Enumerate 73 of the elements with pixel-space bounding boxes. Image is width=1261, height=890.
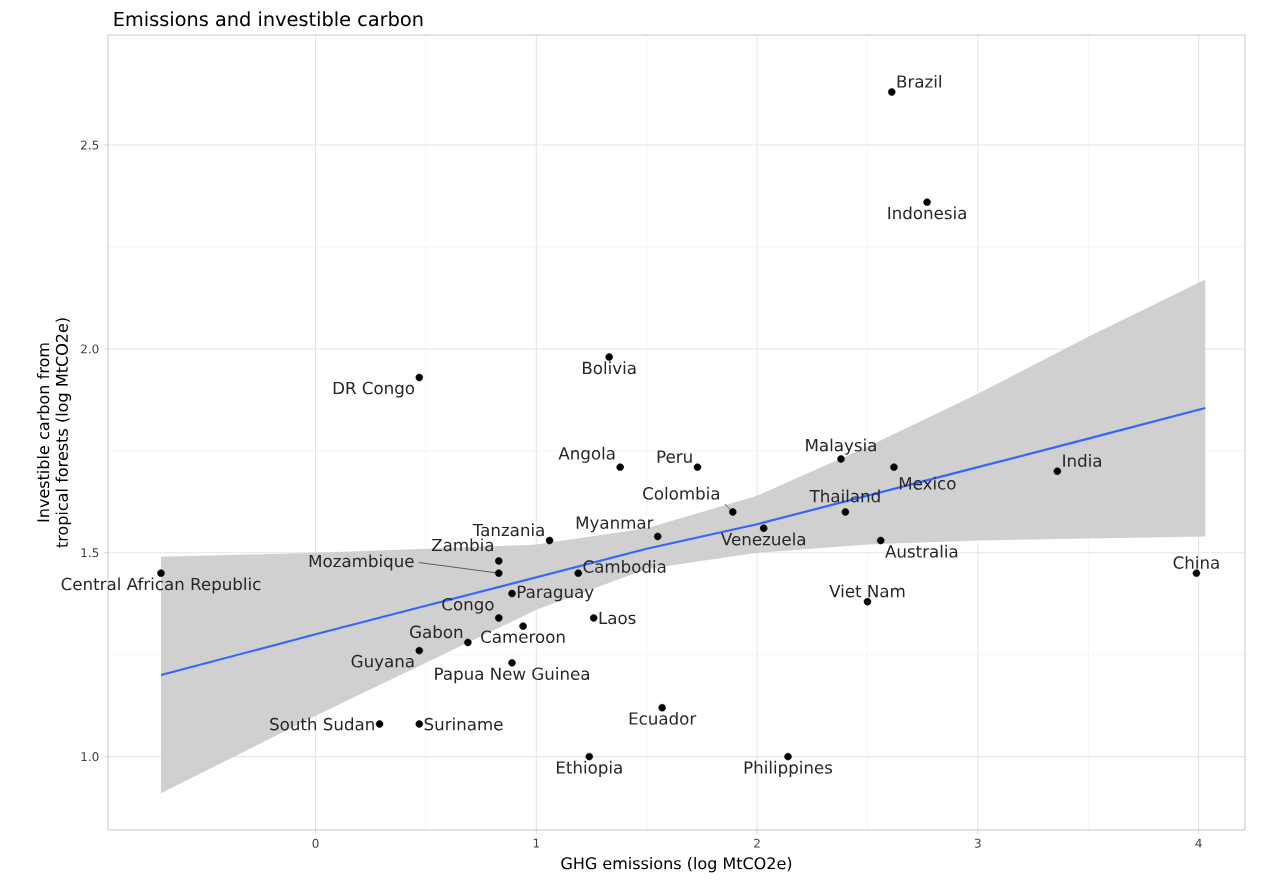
annotation: Congo: [442, 597, 494, 614]
annotation: Suriname: [424, 717, 503, 731]
point: [508, 659, 516, 667]
x-tick-label: 4: [1195, 838, 1202, 848]
point: [545, 536, 554, 545]
point: [415, 720, 424, 728]
point: [729, 508, 737, 516]
annotation: Papua New Guinea: [435, 667, 589, 684]
point: [508, 589, 516, 598]
point: [375, 720, 384, 728]
annotation: Central African Republic: [61, 577, 261, 594]
annotation: Malaysia: [806, 438, 876, 455]
point: [415, 373, 424, 382]
annotation: Indonesia: [888, 206, 966, 220]
annotation: Colombia: [643, 486, 720, 500]
annotation: Brazil: [897, 74, 941, 88]
annotation: Australia: [885, 544, 958, 558]
annotation: India: [1063, 454, 1102, 467]
x-tick-label: 1: [533, 838, 540, 848]
annotation: South Sudan: [270, 717, 374, 731]
annotation: Laos: [599, 611, 636, 625]
point: [863, 597, 872, 606]
annotation: Venezuela: [721, 532, 805, 546]
y-tick-label: 2.0: [81, 344, 99, 354]
annotation: Viet Nam: [829, 584, 905, 598]
point: [415, 646, 424, 655]
point: [464, 638, 472, 647]
annotation: Cameroon: [481, 630, 565, 644]
point: [890, 463, 898, 471]
chart-title: Emissions and investible carbon: [114, 11, 423, 27]
point: [837, 455, 845, 463]
annotation: Myanmar: [576, 516, 654, 533]
point: [841, 508, 850, 516]
point: [888, 88, 896, 96]
point: [693, 463, 702, 471]
annotation: Tanzania: [472, 523, 544, 537]
point: [605, 353, 613, 361]
annotation: China: [1173, 555, 1219, 569]
x-tick-label: 0: [312, 838, 319, 848]
annotation: Peru: [657, 450, 692, 463]
point: [1053, 467, 1062, 475]
y-tick-label: 2.5: [81, 140, 99, 150]
point: [923, 198, 931, 206]
annotation: Zambia: [431, 538, 493, 552]
y-axis-title: Investible carbon from tropical forests (log MtCO2e): [36, 318, 72, 548]
annotation: Cambodia: [583, 559, 666, 573]
annotation: Gabon: [410, 625, 463, 639]
annotation: Guyana: [351, 654, 414, 671]
point: [1192, 569, 1201, 577]
annotation: DR Congo: [333, 381, 415, 398]
annotation: Paraguay: [517, 585, 594, 602]
x-tick-label: 3: [974, 838, 981, 848]
point: [495, 557, 503, 565]
annotation: Ethiopia: [556, 760, 622, 778]
annotation: Bolivia: [583, 361, 636, 375]
point: [654, 532, 662, 541]
annotation: Angola: [558, 446, 615, 463]
point: [574, 569, 582, 577]
point: [876, 536, 885, 545]
point: [658, 703, 666, 712]
y-tick-label: 1.5: [81, 548, 99, 558]
point: [519, 622, 527, 630]
annotation: Mozambique: [309, 554, 414, 571]
y-tick-label: 1.0: [81, 752, 99, 762]
point: [616, 463, 624, 471]
annotation: Ecuador: [629, 711, 697, 725]
point: [157, 569, 165, 577]
point: [495, 614, 503, 622]
x-tick-label: 2: [754, 838, 760, 848]
x-axis-title: GHG emissions (log MtCO2e): [561, 856, 792, 873]
point: [495, 569, 503, 577]
annotation: Philippines: [744, 760, 833, 778]
point: [589, 614, 598, 622]
